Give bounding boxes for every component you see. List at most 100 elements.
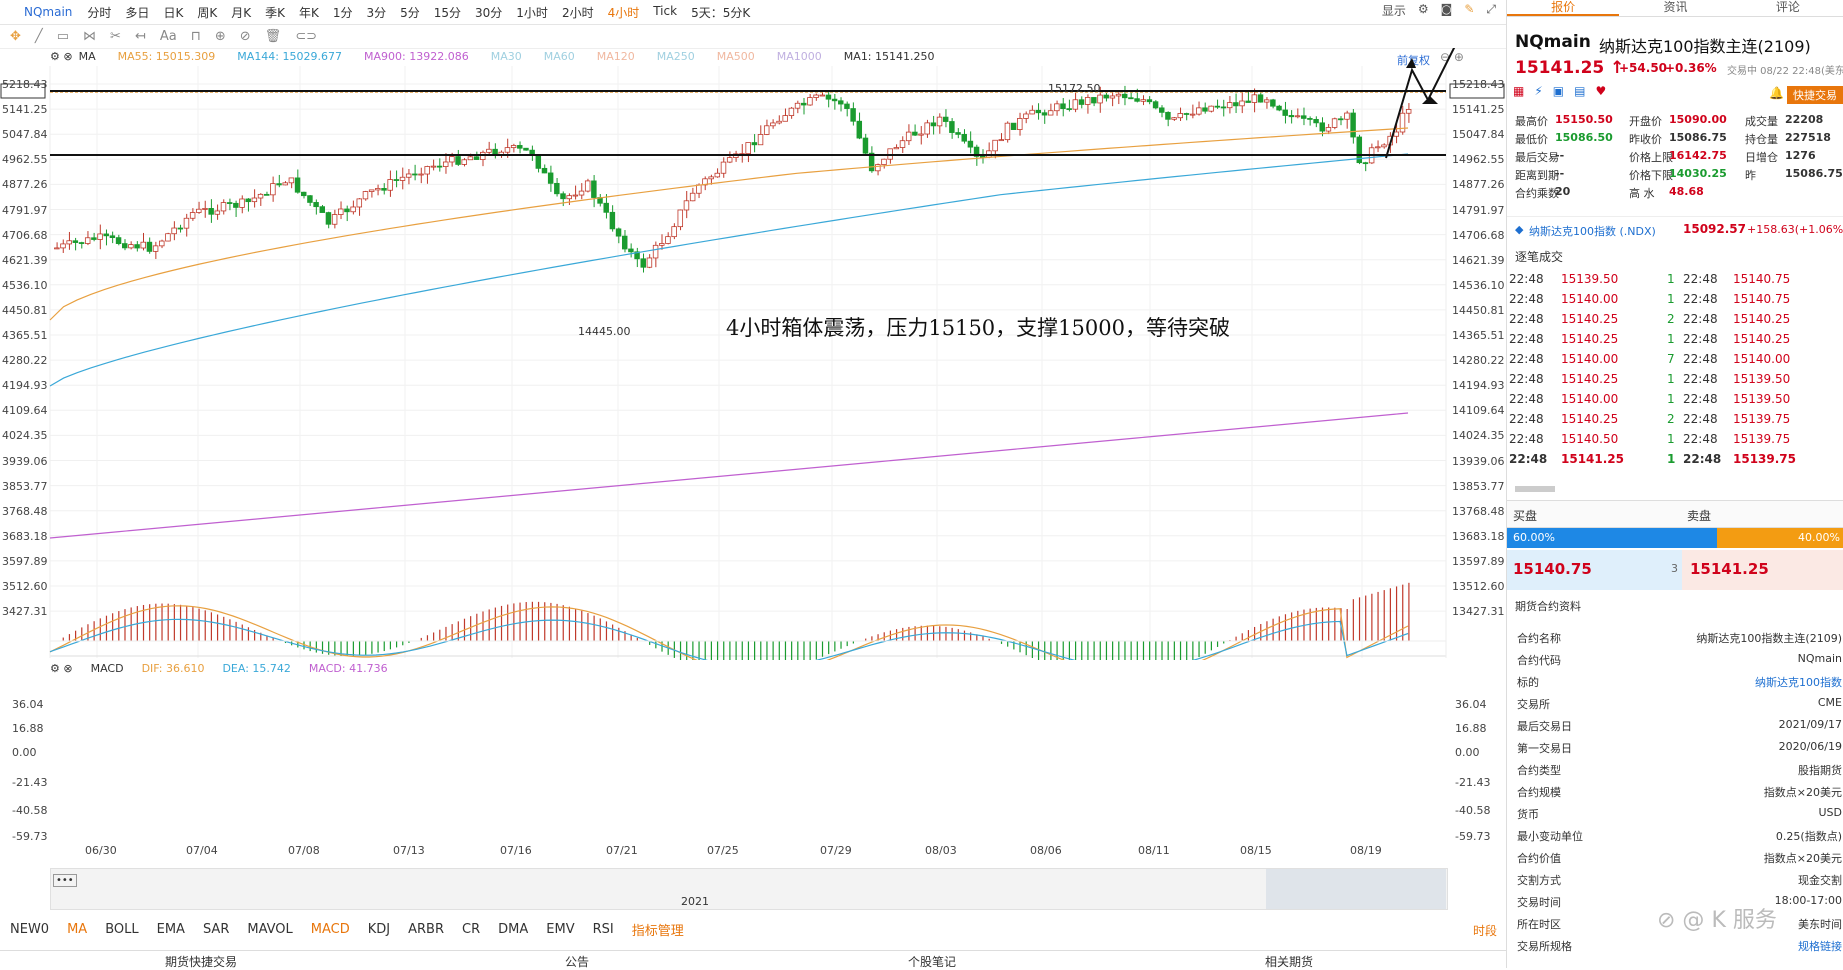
candle-body [584,180,591,192]
period-8[interactable]: 3分 [366,5,387,20]
candlestick-chart[interactable] [0,48,1506,660]
indicator-tab-4[interactable]: SAR [202,921,230,937]
contract-value[interactable]: 纳斯达克100指数 [1755,676,1842,689]
crosshair-icon[interactable]: ✥ [10,28,21,44]
lock-icon[interactable]: ⊕ [214,28,226,44]
indicator-tab-6[interactable]: MACD [310,921,350,937]
ma-legend-item-9[interactable]: MA1: 15141.250 [843,50,935,63]
range-navigator[interactable]: 2021 ••• [50,868,1448,910]
chart-icon[interactable]: ▣ [1552,84,1565,98]
quote-tab-1[interactable]: 资讯 [1663,0,1688,14]
period-9[interactable]: 5分 [400,5,420,20]
rect-tool-icon[interactable]: ▭ [56,28,70,44]
symbol-label[interactable]: NQmain [24,5,73,19]
ticks-scrollbar[interactable] [1515,486,1555,492]
period-13[interactable]: 2小时 [561,5,594,20]
period-6[interactable]: 年K [298,5,319,20]
indicator-tab-12[interactable]: RSI [592,921,614,937]
period-12[interactable]: 1小时 [516,5,548,20]
indicator-tab-9[interactable]: CR [462,921,481,937]
ma-title[interactable]: MA [78,50,96,63]
ma-legend-item-7[interactable]: MA500 [716,50,755,63]
measure-tool-icon[interactable]: ✂ [110,28,121,44]
indicator-tab-11[interactable]: EMV [546,921,575,937]
ma-settings-icon[interactable]: ⚙ ⊗ [50,50,73,63]
chart-controls-icon[interactable]: ⊖ ⊕ [1440,50,1464,64]
quote-tab-0[interactable]: 报价 [1507,0,1620,16]
period-15[interactable]: Tick [653,3,678,18]
bell-icon[interactable]: 🔔 [1769,86,1784,100]
footer-tab-2[interactable]: 个股笔记 [908,955,957,969]
footer-tab-0[interactable]: 期货快捷交易 [165,955,238,969]
indicator-tab-10[interactable]: DMA [498,921,529,937]
ma-legend-item-4[interactable]: MA60 [543,50,575,63]
navigator-handle[interactable] [1266,869,1446,909]
trash-icon[interactable]: 🗑 [264,28,282,44]
candle-body [220,202,227,212]
period-5[interactable]: 季K [265,5,285,20]
footer-tab-3[interactable]: 相关期货 [1265,955,1314,969]
indicator-tab-1[interactable]: MA [67,921,88,937]
period-11[interactable]: 30分 [475,5,503,20]
bid-price[interactable]: 15140.75 [1513,560,1592,578]
doc-icon[interactable]: ▤ [1574,84,1586,98]
fork-tool-icon[interactable]: ⋈ [83,28,97,44]
candle-body [788,107,795,116]
heart-icon[interactable]: ♥ [1595,84,1607,98]
indicator-tab-3[interactable]: EMA [156,921,185,937]
line-tool-icon[interactable]: ╱ [34,28,43,44]
indicator-tab-13[interactable]: 指标管理 [631,923,684,939]
indicator-tab-7[interactable]: KDJ [367,921,391,937]
gear-icon[interactable]: ⚙ [1417,2,1429,16]
candle-body [1350,112,1356,138]
footer-tab-1[interactable]: 公告 [565,955,590,969]
arrow-tool-icon[interactable]: ↤ [134,28,146,44]
period-0[interactable]: 分时 [87,5,112,20]
show-menu[interactable]: 显示 [1381,4,1406,18]
ma-legend-item-5[interactable]: MA120 [596,50,635,63]
macd-settings-icon[interactable]: ⚙ ⊗ [50,662,73,675]
navigator-menu-icon[interactable]: ••• [53,874,77,887]
ma-legend-item-0[interactable]: MA55: 15015.309 [117,50,216,63]
fullscreen-icon[interactable]: ⤢ [1486,2,1496,16]
ma-legend-item-1[interactable]: MA144: 15029.677 [237,50,342,63]
ask-price[interactable]: 15141.25 [1690,560,1769,578]
period-10[interactable]: 15分 [433,5,462,20]
candle-body [152,245,159,252]
ma-legend-item-6[interactable]: MA250 [656,50,695,63]
period-3[interactable]: 周K [197,5,218,20]
pen-icon[interactable]: ✎ [1464,2,1475,16]
index-name[interactable]: 纳斯达克100指数 (.NDX) [1529,225,1656,238]
time-period-button[interactable]: 时段 [1473,924,1498,938]
period-2[interactable]: 日K [163,5,184,20]
magnet-icon[interactable]: ⊓ [190,28,201,44]
lightning-icon[interactable]: ⚡ [1534,84,1543,98]
grid-icon[interactable]: ▦ [1513,84,1525,98]
indicator-tab-8[interactable]: ARBR [408,921,445,937]
candle-body [442,161,449,167]
candle-body [189,212,196,219]
ma-legend-item-8[interactable]: MA1000 [776,50,822,63]
period-14[interactable]: 4小时 [607,5,640,20]
indicator-tab-2[interactable]: BOLL [105,921,139,937]
footer-bar: 期货快捷交易 公告 个股笔记 相关期货 [0,950,1506,969]
period-4[interactable]: 月K [231,5,252,20]
indicator-tab-5[interactable]: MAVOL [247,921,293,937]
ma-legend-item-3[interactable]: MA30 [490,50,522,63]
contract-value[interactable]: 规格链接 [1798,940,1842,953]
period-1[interactable]: 多日 [125,5,150,20]
camera-icon[interactable]: ◙ [1440,2,1453,16]
text-tool-icon[interactable]: Aa [159,28,177,44]
hide-icon[interactable]: ⊘ [239,28,251,44]
quote-tab-2[interactable]: 评论 [1775,0,1800,14]
candle-body [535,155,542,169]
indicator-tab-0[interactable]: NEW0 [10,921,50,937]
period-7[interactable]: 1分 [332,5,353,20]
link-icon[interactable]: ⊂⊃ [295,28,317,44]
period-16[interactable]: 5天：5分K [691,5,751,20]
macd-title[interactable]: MACD [90,662,124,675]
ma-legend-item-2[interactable]: MA900: 13922.086 [364,50,469,63]
fuquan-button[interactable]: 前复权 [1397,54,1430,67]
book-header: 买盘 卖盘 [1507,500,1843,528]
quick-trade-button[interactable]: 快捷交易 [1787,86,1843,104]
